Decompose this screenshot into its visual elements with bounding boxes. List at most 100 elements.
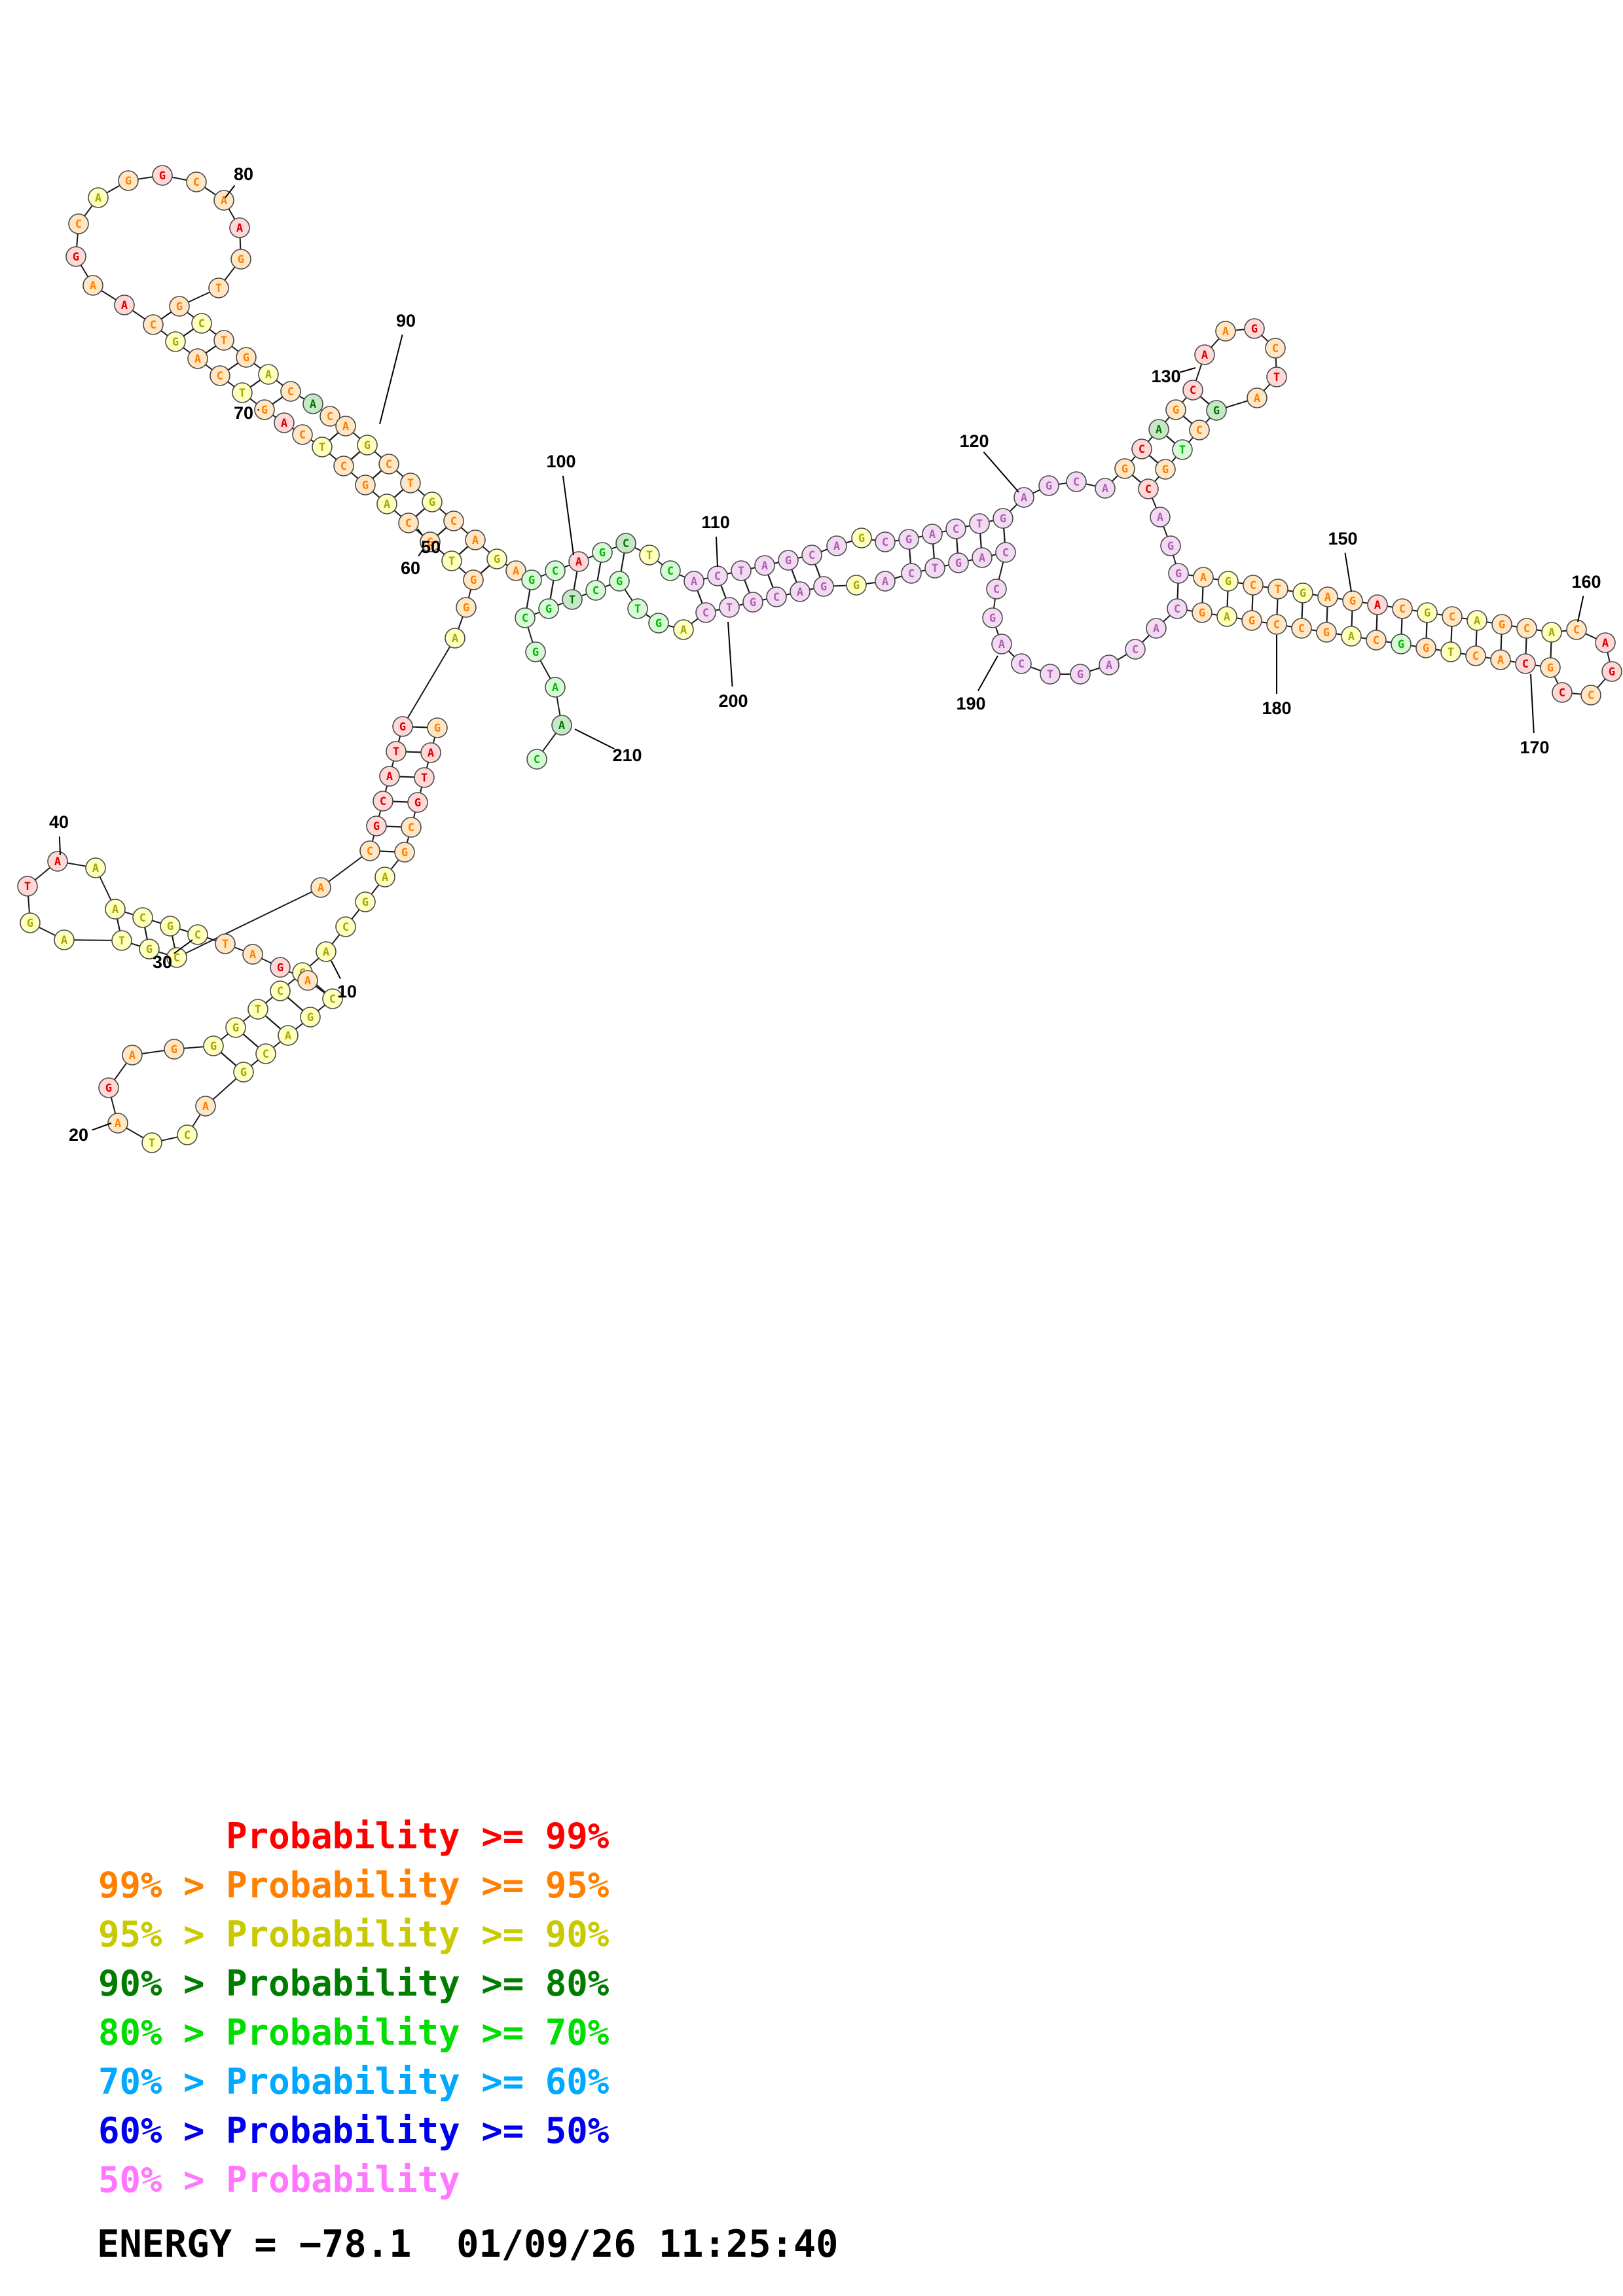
base-letter: A [112, 903, 119, 916]
nucleotide [1192, 602, 1213, 623]
legend-row: 90% > Probability >= 80% [98, 1963, 610, 2004]
nucleotide [526, 749, 547, 770]
base-letter: T [448, 555, 455, 568]
nucleotide [355, 891, 376, 912]
nucleotide [1467, 610, 1487, 631]
nucleotide [1391, 634, 1412, 655]
base-letter: A [1222, 325, 1229, 338]
nucleotide [1167, 598, 1188, 619]
nucleotide [319, 406, 340, 427]
base-letter: T [1273, 371, 1280, 384]
nucleotide [400, 473, 421, 493]
position-label: 40 [49, 812, 69, 832]
position-label: 60 [401, 558, 420, 578]
base-letter: G [401, 846, 408, 859]
nucleotide [210, 365, 230, 386]
nucleotide [742, 592, 763, 613]
base-letter: G [210, 1040, 217, 1053]
energy-line: ENERGY = −78.1 01/09/26 11:25:40 [97, 2223, 839, 2266]
base-letter: G [1398, 638, 1404, 651]
nucleotide [986, 579, 1007, 600]
nucleotide [292, 424, 313, 445]
base-letter: G [1499, 619, 1505, 632]
nucleotide [152, 165, 173, 186]
nucleotide [443, 511, 464, 531]
position-label: 70 [234, 403, 253, 423]
nucleotide [1317, 586, 1338, 607]
base-letter: C [623, 537, 629, 550]
nucleotide [20, 912, 41, 933]
nucleotide [441, 550, 462, 571]
nucleotide [639, 545, 660, 565]
nucleotide [615, 533, 636, 554]
rna-structure-plot: GATGCGAGCAGCTGGGAGATCAGCAGCAGATCGCAAATGA… [17, 164, 1622, 1153]
nucleotide [1215, 321, 1236, 342]
base-letter: G [362, 479, 369, 492]
base-letter: C [1472, 650, 1479, 663]
nucleotide [1247, 387, 1267, 408]
base-letter: C [198, 317, 205, 331]
nucleotide [258, 364, 279, 385]
nucleotide [310, 877, 331, 898]
nucleotide [1266, 614, 1287, 635]
backbone-line [176, 887, 321, 958]
base-letter: G [125, 175, 132, 188]
nucleotide [766, 586, 787, 607]
base-letter: G [470, 574, 477, 587]
base-letter: A [310, 398, 316, 411]
nucleotide [65, 246, 86, 267]
base-letter: T [119, 935, 125, 948]
nucleotide [68, 213, 89, 234]
base-letter: G [232, 1022, 239, 1035]
nucleotide [1417, 602, 1438, 623]
base-letter: G [1046, 480, 1052, 493]
base-letter: C [702, 607, 709, 620]
base-letter: A [833, 540, 840, 553]
nucleotide [1099, 655, 1120, 675]
base-letter: C [1298, 622, 1305, 636]
nucleotide [684, 571, 704, 592]
base-letter: T [932, 562, 938, 575]
nucleotide [1316, 622, 1337, 643]
nucleotide [1440, 641, 1461, 662]
nucleotide [585, 580, 606, 601]
base-letter: T [976, 518, 983, 531]
position-label: 160 [1571, 572, 1601, 592]
nucleotide [229, 217, 250, 238]
base-letter: T [1179, 444, 1186, 457]
nucleotide [1267, 579, 1288, 600]
base-letter: A [1254, 392, 1260, 405]
nucleotide [1168, 563, 1189, 584]
nucleotide [394, 842, 415, 863]
base-letter: C [184, 1129, 191, 1142]
base-letter: G [167, 920, 173, 933]
nucleotide [386, 741, 407, 762]
base-letter: A [342, 420, 349, 433]
base-letter: T [738, 565, 744, 578]
nucleotide [85, 857, 106, 878]
nucleotide [826, 535, 847, 556]
nucleotide [486, 548, 507, 569]
base-letter: G [905, 533, 912, 547]
base-letter: A [1201, 349, 1208, 362]
nucleotide [335, 916, 356, 937]
nucleotide [401, 817, 422, 838]
nucleotide [1442, 606, 1463, 627]
base-letter: T [215, 282, 222, 295]
nucleotide [1244, 318, 1265, 339]
base-letter: G [1423, 642, 1429, 655]
nucleotide [1465, 645, 1486, 666]
nucleotide [233, 1062, 254, 1083]
base-letter: T [1275, 583, 1281, 596]
nucleotide [398, 512, 419, 533]
base-letter: C [327, 410, 333, 423]
base-letter: C [380, 795, 386, 808]
base-letter: T [726, 601, 733, 615]
base-letter: G [599, 547, 606, 560]
base-letter: G [1249, 615, 1255, 628]
base-letter: A [513, 565, 519, 578]
nucleotide [280, 381, 301, 402]
nucleotide [1182, 380, 1203, 401]
base-letter: G [171, 1043, 177, 1056]
label-tick [977, 655, 998, 692]
